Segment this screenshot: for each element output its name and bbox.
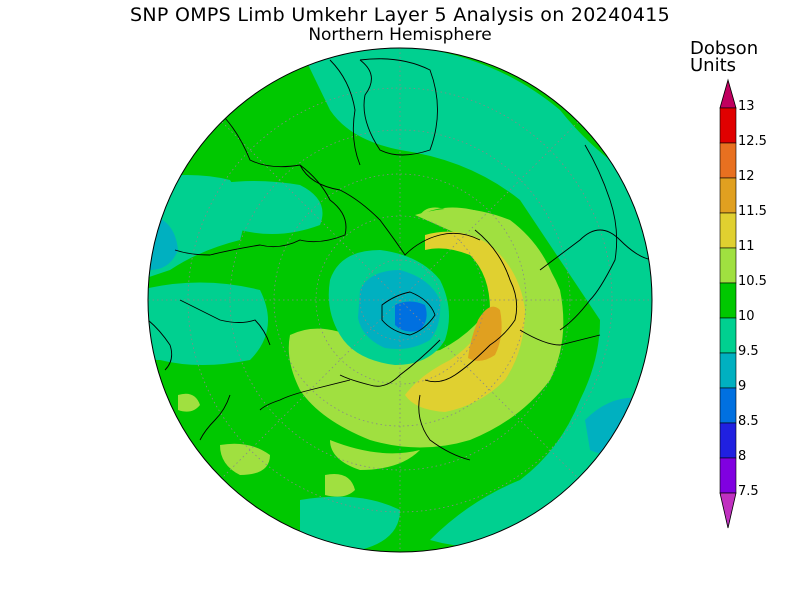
colorbar-seg-8-8_5	[719, 422, 737, 459]
coast-siberia	[339, 339, 441, 387]
coast-alaska	[179, 299, 271, 346]
units-label-line1: Dobson	[690, 38, 759, 59]
colorbar-seg-10_5-11	[719, 247, 737, 284]
contour-teal-east	[300, 48, 652, 547]
coast-japan	[199, 394, 231, 441]
units-label: Dobson Units	[690, 38, 759, 76]
colorbar-tick: 11.5	[738, 204, 767, 219]
units-label-line2: Units	[690, 55, 737, 76]
colorbar-tick: 12	[738, 169, 755, 184]
contour-lightgreen-south	[330, 440, 420, 470]
colorbar-seg-7_5-8	[719, 457, 737, 494]
coastlines	[148, 58, 652, 461]
coast-hudson	[329, 59, 361, 166]
contour-lightgreen-w	[178, 393, 200, 412]
coast-arctic	[299, 164, 481, 256]
colorbar-bottom-arrow	[719, 492, 737, 529]
colorbar-tick: 9.5	[738, 344, 759, 359]
coast-na	[174, 117, 347, 256]
colorbar-top-arrow	[719, 78, 737, 109]
colorbar-seg-11_5-12	[719, 177, 737, 214]
coast-europe-north	[539, 229, 652, 271]
coast-na-west	[359, 58, 438, 156]
coast-asia	[259, 379, 351, 411]
graticule	[148, 48, 652, 552]
colorbar-seg-11-11_5	[719, 212, 737, 249]
contour-low-blue	[395, 301, 427, 332]
coast-central-asia	[418, 394, 471, 461]
contour-teal-south	[300, 496, 400, 550]
colorbar-seg-12_5-13	[719, 107, 737, 144]
contour-teal-nw	[190, 181, 323, 234]
colorbar-tick: 9	[738, 379, 747, 394]
colorbar-tick: 8.5	[738, 414, 759, 429]
coast-islands	[381, 291, 436, 336]
contour-lightgreen-s2	[325, 474, 355, 497]
meridian-diag2	[221, 121, 579, 479]
latitude-50	[229, 129, 571, 471]
globe-outline	[147, 47, 653, 553]
colorbar-tick: 8	[738, 449, 747, 464]
colorbar-tick: 11	[738, 239, 755, 254]
colorbar-seg-9-9_5	[719, 352, 737, 389]
colorbar-seg-10-10_5	[719, 282, 737, 319]
colorbar-seg-8_5-9	[719, 387, 737, 424]
coast-pacific	[148, 319, 173, 371]
contour-teal-west2	[148, 282, 268, 365]
colorbar-seg-12-12_5	[719, 142, 737, 179]
colorbar	[719, 78, 737, 529]
map-subtitle: Northern Hemisphere	[308, 25, 492, 45]
coast-europe	[559, 144, 618, 331]
colorbar-seg-9_5-10	[719, 317, 737, 354]
coast-europe-south	[519, 329, 601, 346]
colorbar-tick: 10	[738, 309, 755, 324]
coast-greenland	[424, 229, 518, 383]
colorbar-tick: 13	[738, 99, 755, 114]
contour-gold-max	[468, 306, 502, 361]
contour-lightgreen-north	[415, 208, 560, 300]
latitude-80	[359, 259, 441, 341]
map-title: SNP OMPS Limb Umkehr Layer 5 Analysis on…	[129, 4, 671, 26]
contour-lightgreen-sw	[220, 443, 270, 475]
contour-yellow	[405, 231, 525, 412]
meridian-diag1	[221, 121, 579, 479]
colorbar-tick: 10.5	[738, 274, 767, 289]
colorbar-tick: 12.5	[738, 134, 767, 149]
colorbar-tick: 7.5	[738, 484, 759, 499]
latitude-70	[315, 215, 485, 385]
